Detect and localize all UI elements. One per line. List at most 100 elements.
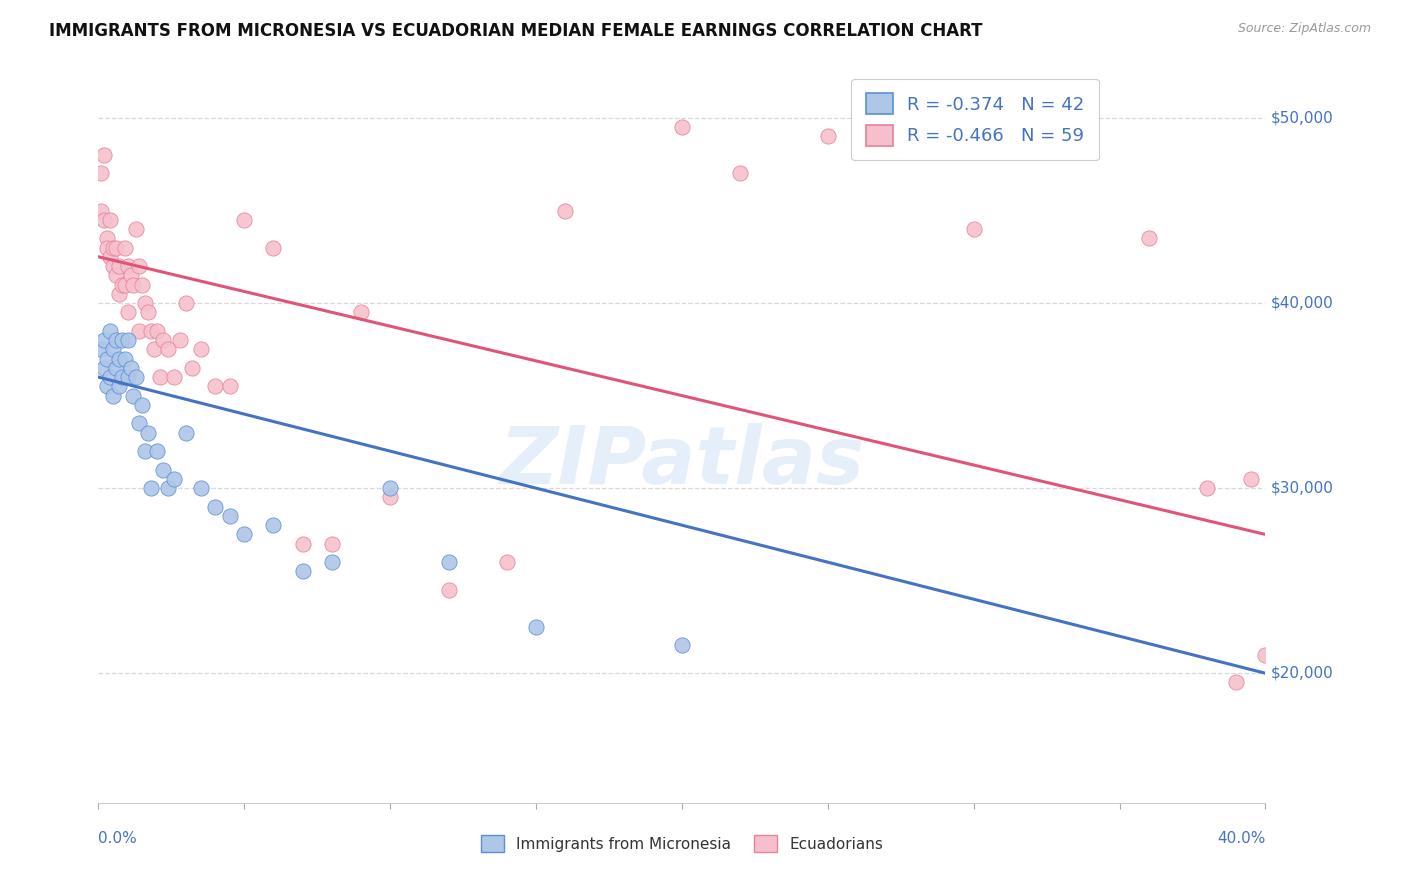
Point [108,351,131,366]
Point [90,166,112,180]
Point [96,231,118,245]
Point [96,351,118,366]
Point [730,166,752,180]
Point [108,379,131,393]
Point [321,536,343,550]
Point [96,240,118,255]
Point [136,425,159,440]
Point [1137,231,1160,245]
Point [152,333,174,347]
Legend: Immigrants from Micronesia, Ecuadorians: Immigrants from Micronesia, Ecuadorians [475,830,889,858]
Point [157,343,180,357]
Point [190,481,212,495]
Point [114,240,136,255]
Point [120,360,142,375]
Point [131,398,153,412]
Point [93,212,115,227]
Point [218,508,240,523]
Point [96,379,118,393]
Point [190,343,212,357]
Point [1050,138,1073,153]
Point [163,472,186,486]
Point [101,240,124,255]
Point [134,296,156,310]
Point [350,305,373,319]
Point [174,296,197,310]
Point [131,277,153,292]
Point [262,240,284,255]
Point [291,536,314,550]
Point [671,639,693,653]
Text: IMMIGRANTS FROM MICRONESIA VS ECUADORIAN MEDIAN FEMALE EARNINGS CORRELATION CHAR: IMMIGRANTS FROM MICRONESIA VS ECUADORIAN… [49,22,983,40]
Point [134,444,156,458]
Point [122,277,145,292]
Point [128,259,150,273]
Point [817,129,839,144]
Point [111,333,134,347]
Point [142,343,165,357]
Point [128,417,150,431]
Point [128,324,150,338]
Point [108,259,131,273]
Point [437,582,460,597]
Point [114,351,136,366]
Point [496,555,519,569]
Point [101,343,124,357]
Point [104,360,127,375]
Point [90,203,112,218]
Point [117,370,139,384]
Point [380,491,402,505]
Point [111,370,134,384]
Text: $20,000: $20,000 [1271,665,1334,681]
Text: ZIPatlas: ZIPatlas [499,423,865,501]
Point [233,212,256,227]
Point [136,305,159,319]
Point [93,148,115,162]
Point [218,379,240,393]
Point [1225,675,1247,690]
Point [114,277,136,292]
Point [104,268,127,283]
Text: 40.0%: 40.0% [1218,830,1265,846]
Point [146,444,169,458]
Point [380,481,402,495]
Point [1254,648,1277,662]
Point [204,379,226,393]
Point [524,620,547,634]
Point [163,370,186,384]
Point [93,333,115,347]
Point [262,518,284,533]
Point [291,565,314,579]
Point [117,305,139,319]
Point [1195,481,1218,495]
Point [98,212,121,227]
Point [117,333,139,347]
Point [157,481,180,495]
Point [101,388,124,402]
Point [146,324,169,338]
Text: $50,000: $50,000 [1271,111,1334,126]
Point [104,240,127,255]
Point [233,527,256,541]
Point [139,324,162,338]
Text: 0.0%: 0.0% [98,830,138,846]
Point [180,360,202,375]
Point [169,333,191,347]
Text: Source: ZipAtlas.com: Source: ZipAtlas.com [1237,22,1371,36]
Point [321,555,343,569]
Point [554,203,576,218]
Point [117,259,139,273]
Point [108,286,131,301]
Point [174,425,197,440]
Point [437,555,460,569]
Point [204,500,226,514]
Point [125,370,148,384]
Point [139,481,162,495]
Point [120,268,142,283]
Text: $30,000: $30,000 [1271,481,1334,496]
Point [90,343,112,357]
Point [962,222,984,236]
Point [101,259,124,273]
Point [122,388,145,402]
Point [1240,472,1263,486]
